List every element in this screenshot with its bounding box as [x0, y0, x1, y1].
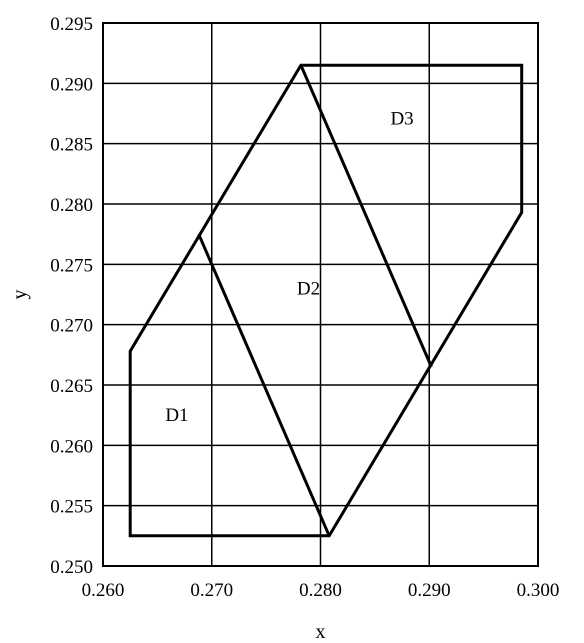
region-label-d3: D3	[390, 108, 413, 129]
y-tick-label: 0.250	[50, 557, 93, 578]
x-tick-label: 0.280	[299, 580, 342, 601]
x-tick-label: 0.300	[517, 580, 560, 601]
x-tick-labels: 0.260 0.270 0.280 0.290 0.300	[82, 580, 560, 601]
region-labels: D1 D2 D3	[165, 108, 413, 426]
y-tick-label: 0.290	[50, 74, 93, 95]
y-tick-label: 0.255	[50, 497, 93, 518]
x-tick-label: 0.270	[190, 580, 233, 601]
plot-frame	[102, 22, 539, 567]
region-outline	[128, 63, 524, 538]
region-label-d1: D1	[165, 405, 188, 426]
y-tick-label: 0.295	[50, 14, 93, 35]
y-tick-label: 0.260	[50, 436, 93, 457]
y-tick-labels: 0.250 0.255 0.260 0.265 0.270 0.275 0.280 0.285…	[50, 14, 93, 578]
y-tick-label: 0.275	[50, 255, 93, 276]
x-tick-label: 0.290	[408, 580, 451, 601]
y-tick-label: 0.285	[50, 135, 93, 156]
x-axis-label: x	[316, 621, 326, 643]
y-tick-label: 0.280	[50, 195, 93, 216]
x-tick-label: 0.260	[82, 580, 125, 601]
y-tick-label: 0.265	[50, 376, 93, 397]
region-divider-1	[197, 233, 331, 537]
regions	[128, 63, 524, 538]
region-label-d2: D2	[297, 279, 320, 300]
region-divider-2	[299, 64, 433, 368]
y-tick-label: 0.270	[50, 316, 93, 337]
y-axis-label: y	[9, 290, 31, 300]
